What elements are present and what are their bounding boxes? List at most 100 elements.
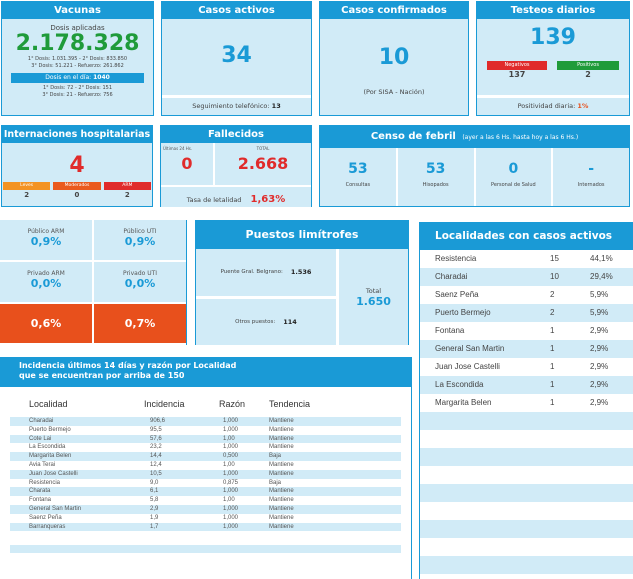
vacunas-line2: 3° Dosis: 51.221 - Refuerzo: 261.862 — [31, 63, 124, 69]
incidencia-cell: 906,6 — [150, 418, 166, 424]
incidencia-cell: Mantiene — [269, 418, 294, 424]
incidencia-cell: 1,000 — [223, 488, 239, 495]
incidencia-cell: 0,500 — [223, 453, 239, 460]
internaciones-categories: Leves 2 Moderados 0 ARM 2 — [2, 182, 152, 199]
censo-item-label: Consultas — [345, 182, 371, 188]
incidencia-cell: 1,000 — [223, 470, 239, 477]
empty-row — [420, 502, 633, 520]
localidad-name: Resistencia — [435, 254, 477, 263]
internacion-category: Leves 2 — [3, 182, 51, 199]
incidencia-cell: 1,00 — [223, 497, 235, 504]
localidades-title: Localidades con casos activos — [420, 222, 633, 250]
incidencia-row: Charadai 906,6 1,000 Mantiene — [10, 417, 401, 426]
casos-activos-card: Casos activos 34 Seguimiento telefónico:… — [161, 1, 312, 116]
fallecidos-total-value: 2.668 — [237, 154, 289, 173]
puestos-total-label: Total — [365, 286, 382, 295]
testeos-breakdown: Negativos 137 Positivos 2 — [477, 51, 629, 79]
localidad-row: Fontana 1 2,9% — [420, 322, 633, 340]
letalidad-value: 1,63% — [250, 194, 286, 205]
incidencia-cell: Resistencia — [29, 479, 61, 486]
incidencia-title-2: que se encuentran por arriba de 150 — [19, 371, 185, 380]
empty-row — [420, 538, 633, 556]
incidencia-cell: 57,6 — [150, 435, 162, 442]
incidencia-cell: Mantiene — [269, 497, 294, 504]
positivos-group: Positivos 2 — [557, 51, 619, 79]
incidencia-cell: 1,00 — [223, 461, 235, 468]
incidencia-cell: Avia Terai — [29, 461, 56, 468]
negativos-label: Negativos — [487, 61, 547, 70]
localidad-pct: 2,9% — [590, 398, 609, 407]
incidencia-row: La Escondida 23,2 1,000 Mantiene — [10, 443, 401, 452]
puesto-belgrano: Puente Gral. Belgrano: 1.536 — [196, 249, 336, 296]
fallecidos-24h: Últimas 24 Hs. 0 — [161, 143, 213, 185]
casos-confirmados-card: Casos confirmados 10 (Por SISA - Nación) — [319, 1, 469, 116]
incidencia-cell: Mantiene — [269, 505, 294, 512]
incidencia-cell: Fontana — [29, 497, 52, 504]
incidencia-header-cell: Razón — [219, 399, 246, 409]
fallecidos-card: Fallecidos Últimas 24 Hs. 0 TOTAL 2.668 … — [160, 125, 312, 207]
vacunas-line1: 1° Dosis: 1.031.395 - 2° Dosis: 833.850 — [27, 56, 128, 62]
incidencia-cell: 1,00 — [223, 435, 235, 442]
localidad-row: Margarita Belen 1 2,9% — [420, 394, 633, 412]
incidencia-card: Incidencia últimos 14 días y razón por L… — [0, 357, 412, 579]
localidad-row: Resistencia 15 44,1% — [420, 250, 633, 268]
incidencia-row: Barranqueras 1,7 1,000 Mantiene — [10, 522, 401, 532]
belgrano-value: 1.536 — [290, 268, 312, 277]
empty-row — [420, 430, 633, 448]
localidad-count: 2 — [550, 290, 555, 299]
incidencia-cell: Mantiene — [269, 435, 294, 442]
internacion-category-value: 0 — [74, 191, 80, 199]
censo-card: Censo de febril (ayer a las 6 Hs. hasta … — [319, 125, 630, 207]
incidencia-cell: Mantiene — [269, 514, 294, 521]
testeos-card: Testeos diarios 139 Negativos 137 Positi… — [476, 1, 630, 116]
localidad-count: 1 — [550, 344, 555, 353]
testeos-value: 139 — [530, 25, 576, 50]
ocupacion-cell-value: 0,0% — [30, 277, 62, 290]
localidad-name: Fontana — [435, 326, 465, 335]
censo-item: 0 Personal de Salud — [475, 148, 552, 206]
letalidad-label: Tasa de letalidad — [186, 196, 242, 204]
incidencia-title-1: Incidencia últimos 14 días y razón por L… — [19, 361, 237, 370]
incidencia-cell: 9,0 — [150, 479, 159, 486]
vacunas-day-value: 1040 — [93, 74, 110, 81]
incidencia-cell: Mantiene — [269, 461, 294, 468]
casos-activos-title: Casos activos — [162, 2, 311, 19]
incidencia-cell: 1,000 — [223, 523, 239, 530]
localidad-pct: 29,4% — [590, 272, 613, 281]
empty-row — [420, 448, 633, 466]
empty-row — [10, 545, 401, 554]
empty-row — [420, 466, 633, 484]
ocupacion-totals: 0,6% 0,7% — [0, 304, 186, 343]
localidad-count: 15 — [550, 254, 559, 263]
incidencia-row: Charata 6,1 1,000 Mantiene — [10, 487, 401, 497]
localidad-row: Puerto Bermejo 2 5,9% — [420, 304, 633, 322]
internacion-category: ARM 2 — [103, 182, 151, 199]
censo-item-label: Personal de Salud — [491, 182, 536, 188]
empty-row — [420, 484, 633, 502]
incidencia-cell: General San Martin — [29, 505, 82, 512]
fallecidos-24h-label: Últimas 24 Hs. — [163, 146, 193, 151]
incidencia-cell: Mantiene — [269, 470, 294, 477]
casos-confirmados-value: 10 — [378, 45, 410, 70]
empty-row — [420, 412, 633, 430]
otros-label: Otros puestos: — [235, 318, 276, 325]
internacion-category-value: 2 — [24, 191, 30, 199]
localidades-table: Resistencia 15 44,1% Charadai 10 29,4% Saenz P… — [420, 250, 633, 574]
censo-item-value: - — [588, 161, 595, 177]
vacunas-day-label: Dosis en el día: — [45, 74, 92, 81]
incidencia-cell: Barranqueras — [29, 523, 66, 530]
incidencia-row: Fontana 5,8 1,00 Mantiene — [10, 496, 401, 505]
censo-item-value: 0 — [508, 161, 519, 177]
localidad-row: Charadai 10 29,4% — [420, 268, 633, 286]
incidencia-cell: Saenz Peña — [29, 514, 62, 521]
positivos-value: 2 — [585, 70, 591, 79]
incidencia-cell: Puerto Bermejo — [29, 426, 71, 433]
internacion-category: Moderados 0 — [53, 182, 101, 199]
ocupacion-cell-label: Público UTI — [123, 228, 157, 235]
incidencia-cell: Juan Jose Castelli — [29, 470, 78, 477]
incidencia-cell: 95,5 — [150, 426, 162, 433]
incidencia-cell: 1,000 — [223, 444, 239, 451]
incidencia-cell: 1,000 — [223, 426, 239, 433]
incidencia-row: Juan Jose Castelli 10,5 1,000 Mantiene — [10, 469, 401, 479]
incidencia-row: Resistencia 9,0 0,875 Baja — [10, 479, 401, 488]
